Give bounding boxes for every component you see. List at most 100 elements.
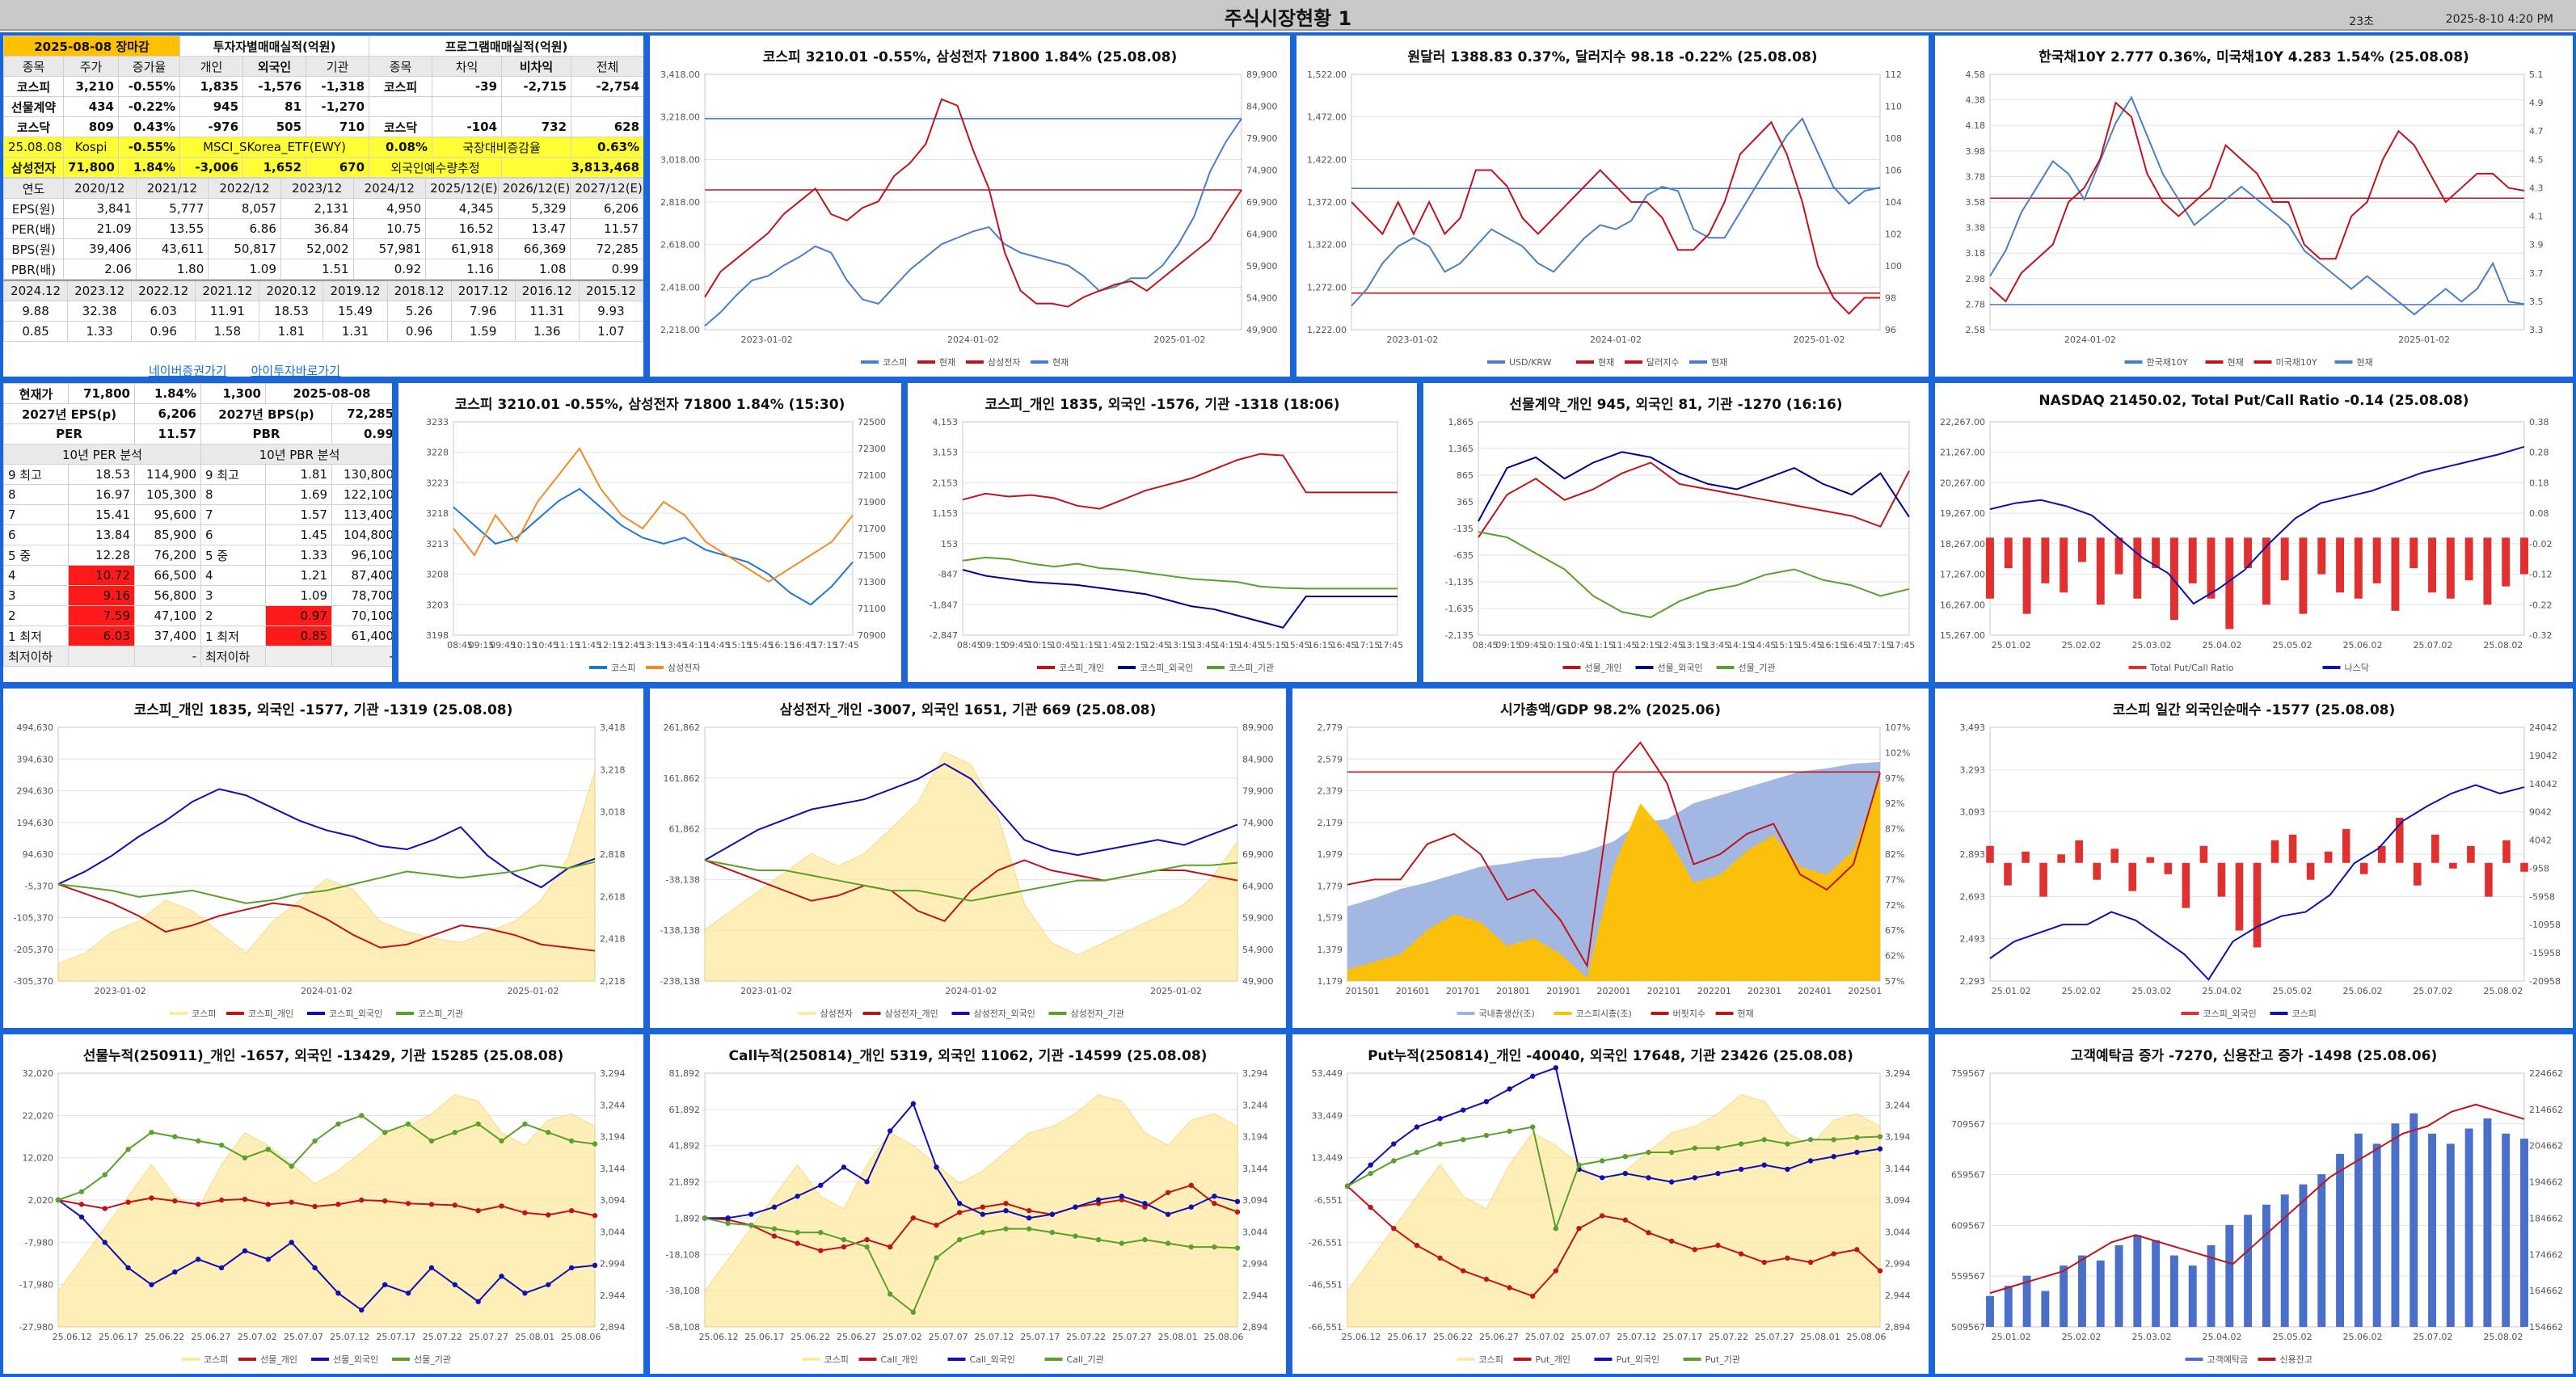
table-row: 2 7.59 47,100 2 0.97 70,100 [3, 605, 392, 626]
x-tick-label: 12:15 [597, 640, 623, 651]
data-point [1026, 1215, 1032, 1221]
bar [2502, 537, 2511, 587]
col-header: 2021/12 [135, 178, 209, 199]
y-tick-label: 21,892 [669, 1177, 701, 1188]
x-tick-label: 25.02.02 [2062, 1332, 2102, 1342]
table-row: 25.08.08 Kospi -0.55% MSCI_SKorea_ETF(EWY) 0… [3, 137, 643, 158]
area-series [57, 771, 596, 982]
cell: 1,652 [242, 157, 307, 178]
y-tick-label: 759567 [1951, 1068, 1985, 1079]
data-point [1715, 1170, 1721, 1177]
data-point [428, 1138, 435, 1144]
data-point [1692, 1247, 1697, 1253]
data-point [1692, 1175, 1697, 1181]
naver-finance-link[interactable]: 네이버증권가기 [149, 364, 227, 378]
table-row: 9.88 32.38 6.03 11.91 18.53 15.49 5.26 7.96 11.3… [3, 300, 643, 322]
data-point [78, 1214, 85, 1220]
data-point [934, 1255, 939, 1261]
data-point [568, 1265, 575, 1271]
data-point [428, 1265, 435, 1271]
bar [2280, 1194, 2289, 1327]
cell: 0.43% [117, 116, 181, 137]
cell: 2027년 BPS(p) [200, 403, 332, 424]
y-tick-label: 3198 [426, 630, 449, 641]
cell: 434 [63, 96, 119, 117]
cell: 0.99 [331, 423, 392, 444]
y-tick-label: 261,862 [664, 722, 701, 733]
cell: 13.84 [68, 524, 135, 545]
bar [2114, 537, 2123, 575]
y2-tick-label: 87% [1885, 824, 1904, 835]
data-point [359, 1197, 365, 1203]
y-tick-label: 2,493 [1960, 934, 1986, 945]
bar [2022, 537, 2031, 614]
bar [2520, 537, 2528, 575]
y-tick-label: 3.58 [1966, 197, 1986, 208]
cell: 505 [242, 116, 307, 137]
legend-entry: 선물_외국인 [1658, 663, 1703, 673]
cell: 삼성전자 [3, 157, 64, 178]
y2-tick-label: 54,900 [1242, 945, 1274, 955]
legend-entry: 현재 [1598, 357, 1614, 368]
data-point [1553, 1065, 1559, 1071]
cell: 5.26 [386, 300, 452, 322]
y2-tick-label: 104 [1885, 197, 1902, 208]
y2-tick-label: 3,094 [1885, 1195, 1911, 1206]
data-point [568, 1207, 575, 1214]
x-tick-label: 2023-01-02 [95, 986, 146, 996]
data-point [499, 1138, 504, 1144]
legend-entry: 삼성전자_기관 [1071, 1009, 1124, 1019]
data-point [841, 1236, 847, 1243]
y2-tick-label: 4.3 [2529, 183, 2544, 193]
y-tick-label: -26,551 [1309, 1237, 1343, 1248]
y2-tick-label: 3.9 [2529, 240, 2544, 251]
legend-entry: 신용잔고 [2280, 1354, 2312, 1365]
table-row: BPS(원) 39,406 43,611 50,817 52,002 57,981 61,9… [3, 238, 643, 259]
x-tick-label: 16:45 [791, 640, 816, 651]
legend-entry: 코스피_외국인 [2203, 1009, 2257, 1019]
bar [2022, 1275, 2031, 1327]
chart-panel-c9: 261,862 161,862 61,862 -38,138 -138,138 -238,… [647, 685, 1289, 1031]
data-point [1437, 1115, 1443, 1122]
itooza-link[interactable]: 아이투자바로가기 [251, 364, 341, 378]
chart-panel-c12: 32,020 22,020 12,020 2,020 -7,980 -17,980 -27,… [0, 1031, 647, 1377]
x-tick-label: 09:15 [1495, 640, 1521, 651]
link-row: 네이버증권가기 아이투자바로가기 [149, 362, 341, 378]
col-header: 연도 [3, 178, 64, 199]
col-header: 차익 [432, 56, 503, 77]
data-point [1095, 1197, 1102, 1202]
chart-panel-c3: 4.58 4.38 4.18 3.98 3.78 3.58 3.38 3.18 2.98 2.78… [1932, 32, 2576, 380]
x-tick-label: 25.02.02 [2062, 640, 2102, 651]
table-header-row: 10년 PER 분석 10년 PBR 분석 [3, 444, 392, 465]
y-tick-label: 18,267.00 [1940, 539, 1985, 550]
data-point [1507, 1285, 1512, 1291]
row-label: 선물계약 [3, 96, 64, 117]
cell: 16.97 [68, 484, 135, 505]
legend-entry: 코스피 [1479, 1354, 1503, 1365]
x-tick-label: 09:15 [980, 640, 1006, 651]
legend-entry: 코스피 [883, 357, 907, 368]
data-point [1715, 1145, 1721, 1151]
bar [2409, 537, 2418, 569]
y-tick-label: 81,892 [669, 1068, 701, 1079]
bar [2152, 1240, 2161, 1327]
legend-entry: 현재 [1052, 357, 1069, 368]
series-line [1347, 1066, 1881, 1187]
series-line [704, 1101, 1238, 1219]
series-line [1989, 101, 2525, 303]
row-label: 6 [200, 524, 266, 545]
bar [2207, 1244, 2216, 1327]
x-tick-label: 201801 [1496, 986, 1530, 996]
y-tick-label: 94,630 [23, 849, 54, 860]
bar [2446, 1143, 2455, 1327]
data-point [405, 1291, 411, 1296]
bar [2391, 1123, 2400, 1327]
cell: 130,800 [331, 464, 392, 485]
cell: 1.07 [578, 320, 643, 342]
y-tick-label: 3,093 [1960, 807, 1986, 818]
cell: 70,100 [331, 605, 392, 626]
cell: 6.03 [131, 300, 196, 322]
y2-tick-label: -10958 [2529, 920, 2561, 930]
legend-entry: 코스피_외국인 [329, 1009, 382, 1019]
x-tick-label: 25.08.01 [1801, 1332, 1840, 1342]
